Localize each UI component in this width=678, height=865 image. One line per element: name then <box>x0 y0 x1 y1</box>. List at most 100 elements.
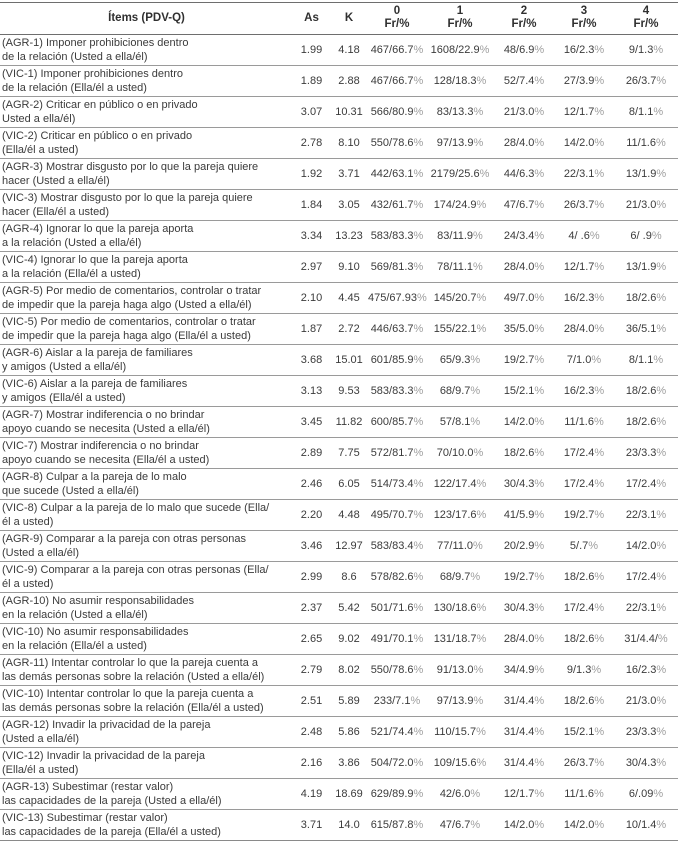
item-label-line2: él a usted) <box>2 516 54 528</box>
freq-pct-0: 600/85.7% <box>368 406 426 438</box>
kurtosis-value: 4.48 <box>330 499 368 531</box>
freq-pct-1: 42/6.0% <box>426 778 494 810</box>
column-header-4-value: 4 <box>642 5 650 17</box>
item-label-line1: (AGR-9) Comparar a la pareja con otras p… <box>2 532 246 545</box>
kurtosis-value: 5.89 <box>330 685 368 717</box>
freq-pct-1: 2179/25.6% <box>426 158 494 190</box>
percent-sign: % <box>656 137 666 149</box>
asymmetry-value: 3.07 <box>293 96 330 128</box>
percent-sign: % <box>653 106 664 118</box>
freq-pct-2: 41/5.9% <box>494 499 554 531</box>
freq-pct-1: 131/18.7% <box>426 623 494 655</box>
item-label-line2: de la relación (Usted a ella/él) <box>2 51 148 63</box>
percent-sign: % <box>413 757 424 769</box>
freq-pct-4: 9/1.3% <box>614 34 678 66</box>
percent-sign: % <box>656 199 667 211</box>
column-header-items: Ítems (PDV-Q) <box>0 2 293 35</box>
freq-pct-0: 615/87.8% <box>368 809 426 841</box>
freq-pct-0: 491/70.1% <box>368 623 426 655</box>
percent-sign: % <box>473 695 484 707</box>
table-body: (AGR-1) Imponer prohibiciones dentro de … <box>0 34 678 841</box>
freq-pct-4: 10/1.4% <box>614 809 678 841</box>
percent-sign: % <box>594 509 605 521</box>
freq-pct-3: 16/2.3% <box>554 34 614 66</box>
column-header-1-frpct: Fr/% <box>447 18 473 30</box>
freq-pct-4: 8/1.1% <box>614 344 678 376</box>
item-label-cell: (VIC-6) Aislar a la pareja de familiares… <box>0 375 293 407</box>
freq-pct-2: 35/5.0% <box>494 313 554 345</box>
freq-pct-4: 31/4.4/% <box>614 623 678 655</box>
asymmetry-value: 3.45 <box>293 406 330 438</box>
freq-pct-2: 24/3.4% <box>494 220 554 252</box>
item-label-line2: (Ella/él a usted) <box>2 764 79 776</box>
percent-sign: % <box>413 788 424 800</box>
freq-pct-0: 550/78.6% <box>368 127 426 159</box>
percent-sign: % <box>476 478 487 490</box>
freq-pct-1: 68/9.7% <box>426 375 494 407</box>
percent-sign: % <box>470 788 481 800</box>
percent-sign: % <box>656 819 667 831</box>
percent-sign: % <box>656 695 667 707</box>
percent-sign: % <box>594 695 605 707</box>
percent-sign: % <box>534 509 545 521</box>
percent-sign: % <box>656 447 667 459</box>
percent-sign: % <box>473 540 483 552</box>
percent-sign: % <box>594 633 605 645</box>
percent-sign: % <box>594 44 605 56</box>
freq-pct-1: 68/9.7% <box>426 561 494 593</box>
item-label-cell: (VIC-1) Imponer prohibiciones dentro de … <box>0 65 293 97</box>
freq-pct-1: 97/13.9% <box>426 127 494 159</box>
table-row: (AGR-11) Intentar controlar lo que la pa… <box>0 654 678 686</box>
asymmetry-value: 4.19 <box>293 778 330 810</box>
percent-sign: % <box>594 292 605 304</box>
item-label-cell: (VIC-2) Criticar en público o en privado… <box>0 127 293 159</box>
table-row: (VIC-13) Subestimar (restar valor) las c… <box>0 809 678 841</box>
percent-sign: % <box>413 819 424 831</box>
freq-pct-2: 49/7.0% <box>494 282 554 314</box>
percent-sign: % <box>594 137 605 149</box>
percent-sign: % <box>534 602 545 614</box>
freq-pct-1: 65/9.3% <box>426 344 494 376</box>
freq-pct-2: 52/7.4% <box>494 65 554 97</box>
percent-sign: % <box>656 385 667 397</box>
percent-sign: % <box>656 168 667 180</box>
item-label-line1: (AGR-2) Criticar en público o en privado <box>2 98 198 111</box>
percent-sign: % <box>473 447 484 459</box>
kurtosis-value: 11.82 <box>330 406 368 438</box>
percent-sign: % <box>413 261 424 273</box>
freq-pct-2: 44/6.3% <box>494 158 554 190</box>
percent-sign: % <box>476 199 487 211</box>
item-label-cell: (VIC-10) Intentar controlar lo que la pa… <box>0 685 293 717</box>
item-label-line1: (AGR-13) Subestimar (restar valor) <box>2 780 174 793</box>
percent-sign: % <box>470 571 481 583</box>
table-row: (AGR-2) Criticar en público o en privado… <box>0 96 678 128</box>
kurtosis-value: 9.02 <box>330 623 368 655</box>
percent-sign: % <box>470 354 481 366</box>
percent-sign: % <box>656 540 667 552</box>
freq-pct-0: 521/74.4% <box>368 716 426 748</box>
table-row: (AGR-9) Comparar a la pareja con otras p… <box>0 530 678 562</box>
kurtosis-value: 14.0 <box>330 809 368 841</box>
freq-pct-1: 91/13.0% <box>426 654 494 686</box>
item-label-line1: (AGR-8) Culpar a la pareja de lo malo <box>2 470 187 483</box>
freq-pct-4: 21/3.0% <box>614 189 678 221</box>
item-label-cell: (VIC-13) Subestimar (restar valor) las c… <box>0 809 293 841</box>
freq-pct-0: 550/78.6% <box>368 654 426 686</box>
freq-pct-0: 495/70.7% <box>368 499 426 531</box>
percent-sign: % <box>653 788 664 800</box>
asymmetry-value: 1.87 <box>293 313 330 345</box>
percent-sign: % <box>534 137 545 149</box>
table-row: (VIC-4) Ignorar lo que la pareja aporta … <box>0 251 678 283</box>
freq-pct-2: 15/2.1% <box>494 375 554 407</box>
percent-sign: % <box>534 540 545 552</box>
freq-pct-4: 18/2.6% <box>614 375 678 407</box>
percent-sign: % <box>534 106 545 118</box>
freq-pct-0: 467/66.7% <box>368 34 426 66</box>
freq-pct-2: 20/2.9% <box>494 530 554 562</box>
freq-pct-1: 1608/22.9% <box>426 34 494 66</box>
item-label-cell: (VIC-12) Invadir la privacidad de la par… <box>0 747 293 779</box>
percent-sign: % <box>594 571 605 583</box>
freq-pct-3: 18/2.6% <box>554 623 614 655</box>
kurtosis-value: 18.69 <box>330 778 368 810</box>
percent-sign: % <box>413 478 424 490</box>
